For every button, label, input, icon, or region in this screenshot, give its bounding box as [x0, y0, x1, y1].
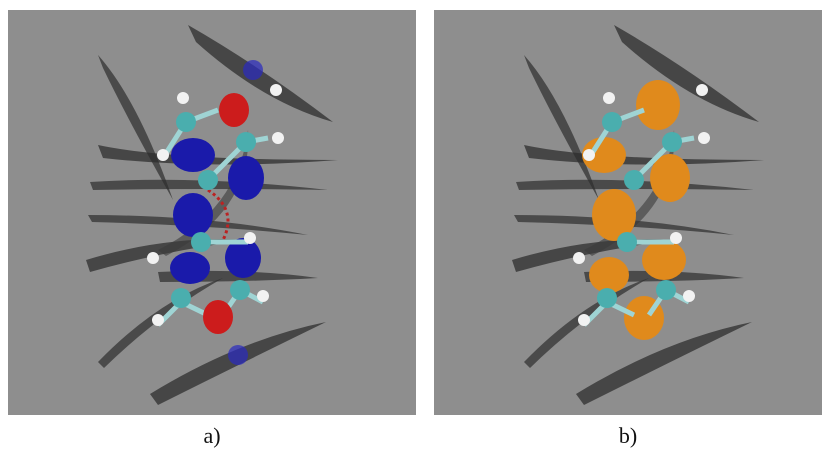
page: {"figure": {"panels": [{"label": "a)"}, …	[0, 0, 829, 448]
figure: a) b)	[0, 0, 829, 448]
panel-label: a)	[203, 423, 220, 448]
panel-a	[8, 10, 416, 415]
panel-label: b)	[619, 423, 637, 448]
panel-b	[434, 10, 822, 415]
